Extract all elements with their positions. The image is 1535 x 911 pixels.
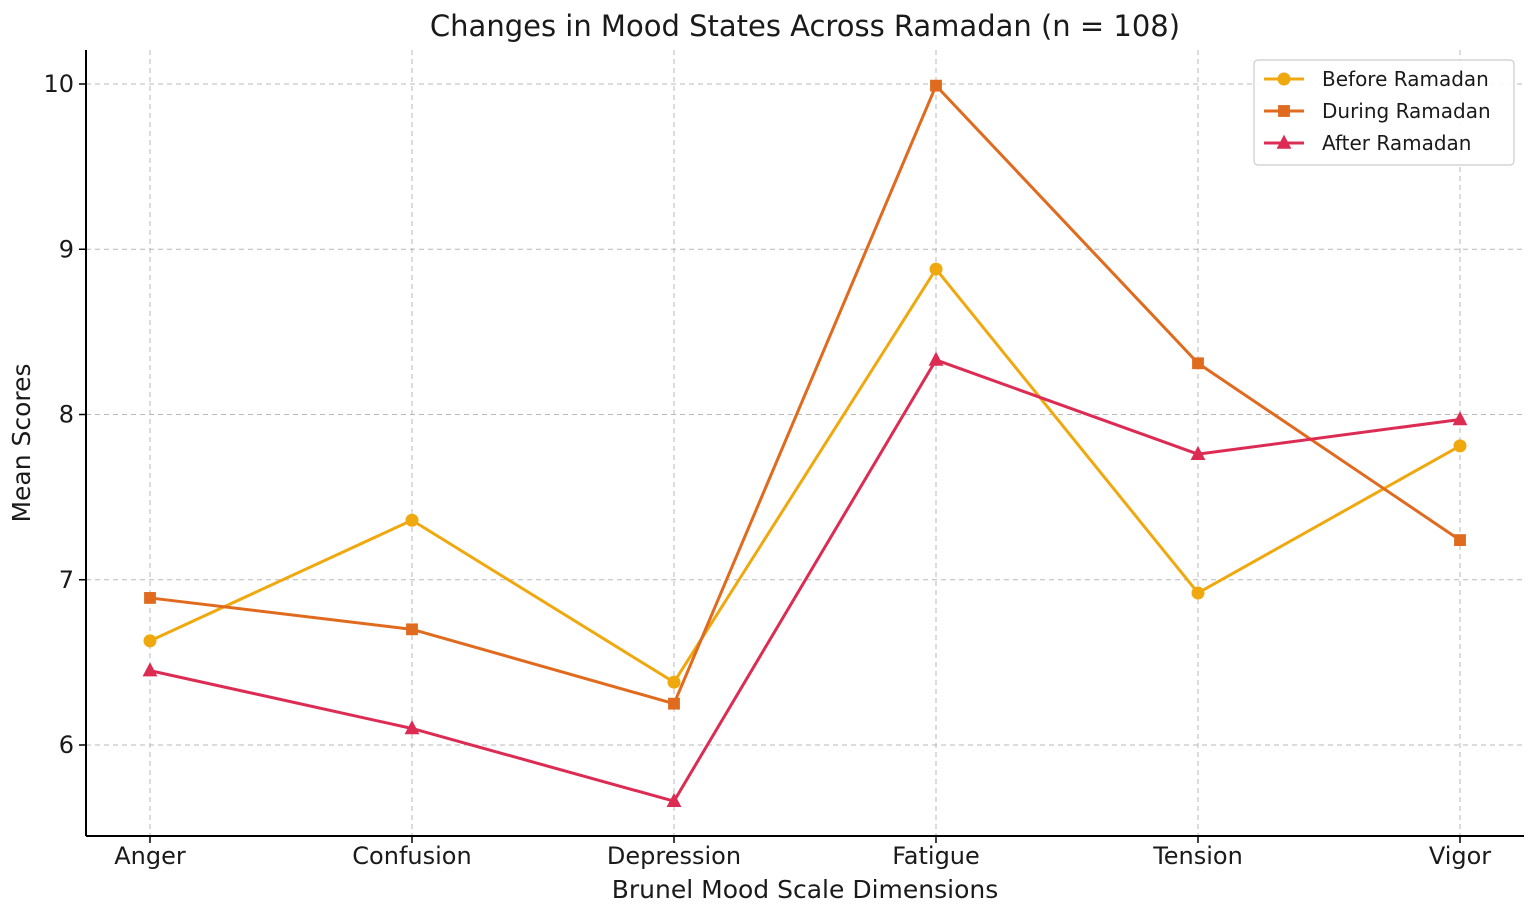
legend-marker [1277,72,1291,86]
x-tick-label: Confusion [352,842,471,870]
data-point [405,513,419,527]
series-line [149,267,1461,684]
data-point [666,792,682,807]
x-tick-label: Fatigue [892,842,980,870]
x-tick-label: Tension [1152,842,1243,870]
chart-title: Changes in Mood States Across Ramadan (n… [430,9,1180,43]
data-point [1454,534,1466,546]
x-axis-label: Brunel Mood Scale Dimensions [612,875,999,904]
data-point [929,262,943,276]
y-tick-label: 6 [59,731,74,759]
legend-label: Before Ramadan [1322,67,1489,91]
data-point [668,697,680,710]
x-tick-label: Vigor [1429,842,1491,870]
series-circle [143,262,1467,689]
data-point [667,675,681,689]
data-point [1191,586,1205,600]
y-axis-label: Mean Scores [7,363,36,522]
data-point [404,720,420,735]
data-point [1190,445,1206,460]
legend-item: During Ramadan [1264,99,1491,123]
y-tick-label: 9 [59,235,74,263]
legend-marker [1276,134,1292,149]
series-line [149,84,1461,706]
legend-label: After Ramadan [1322,131,1471,155]
legend: Before Ramadan During Ramadan After Ramada… [1253,59,1515,166]
data-point [1452,411,1468,426]
legend-item: After Ramadan [1264,131,1471,155]
y-tick-label: 8 [59,401,74,429]
data-point [1453,439,1467,453]
data-point [1192,357,1204,370]
data-point [143,634,157,648]
legend-item: Before Ramadan [1264,67,1489,91]
series-lines [142,79,1468,807]
series-triangle [142,351,1468,807]
series-square [144,79,1466,710]
y-tick-label: 10 [43,70,74,98]
series-line [149,358,1461,803]
x-tick-label: Depression [607,842,741,870]
data-point [928,351,944,366]
data-point [144,592,156,604]
legend-label: During Ramadan [1322,99,1491,123]
legend-marker [1278,105,1290,117]
y-tick-label: 7 [59,566,74,594]
data-point [930,79,942,92]
data-point [406,623,418,636]
axes [85,50,1524,837]
ticks: Anger Confusion Depression Fatigue Tension Vi… [43,70,1491,870]
grid [86,50,1524,836]
x-tick-label: Anger [114,842,186,870]
legend-box [1253,59,1515,166]
data-point [142,662,158,677]
